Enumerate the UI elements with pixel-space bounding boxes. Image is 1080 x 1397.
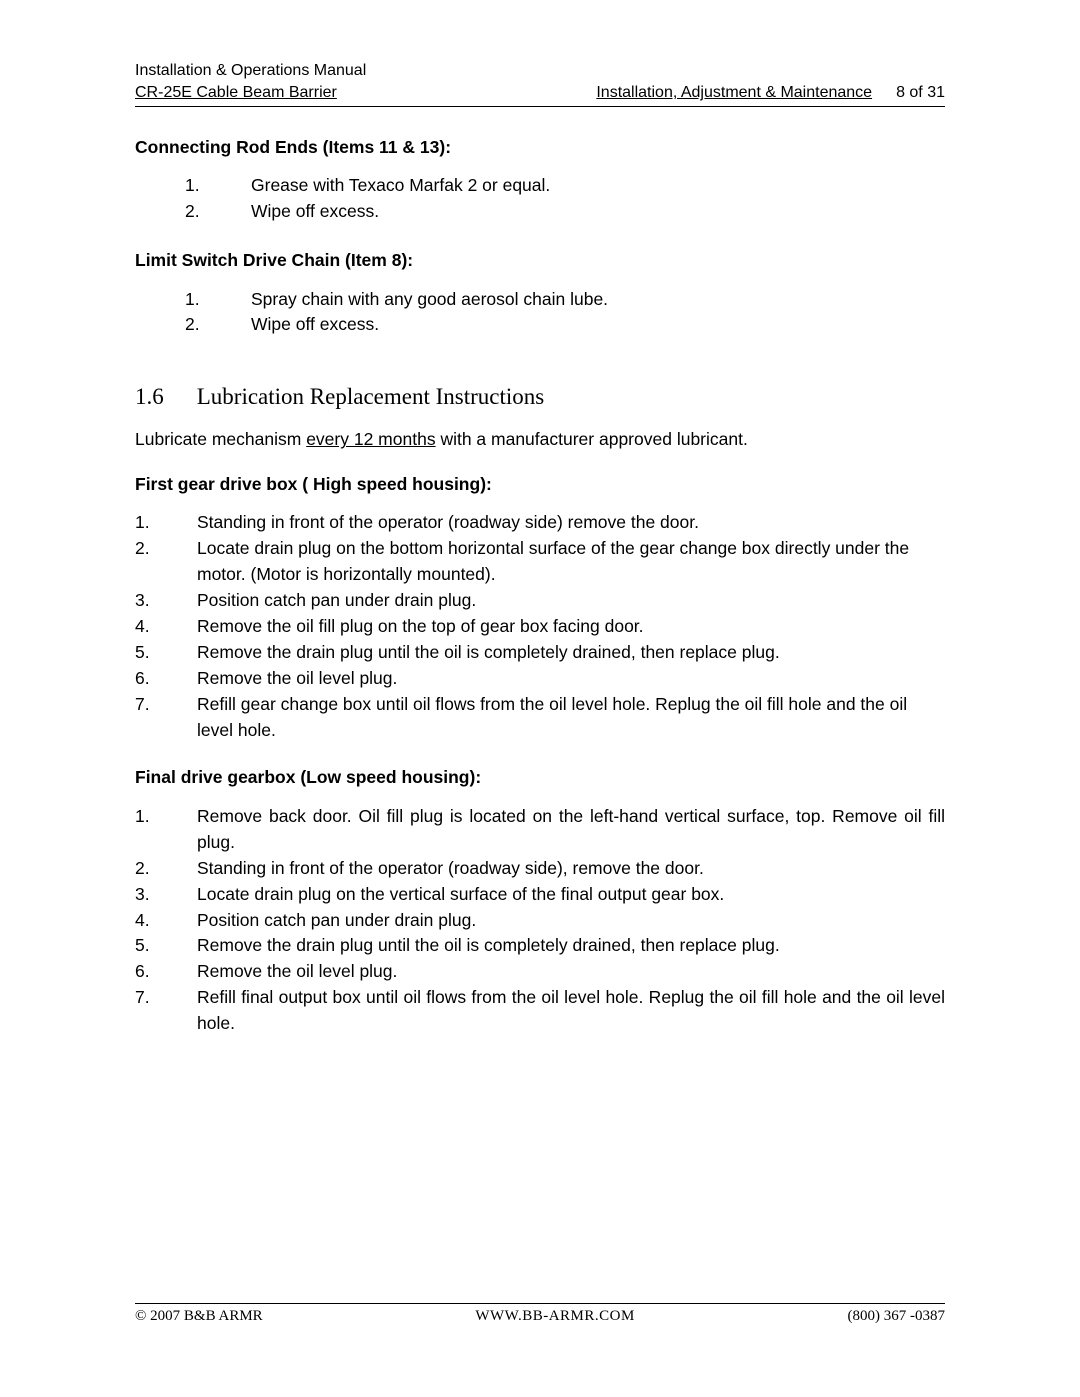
list-text: Refill final output box until oil flows … (197, 985, 945, 1037)
list-item: 1. Standing in front of the operator (roa… (135, 510, 945, 536)
section-heading-1-6: 1.6 Lubrication Replacement Instructions (135, 381, 945, 413)
list-text: Remove the oil level plug. (197, 666, 945, 692)
list-item: 7. Refill final output box until oil flow… (135, 985, 945, 1037)
list-text: Position catch pan under drain plug. (197, 588, 945, 614)
heading-final-drive: Final drive gearbox (Low speed housing): (135, 765, 945, 790)
list-item: 2. Wipe off excess. (185, 312, 945, 337)
footer-copyright: © 2007 B&B ARMR (135, 1306, 263, 1327)
list-num: 2. (185, 199, 207, 224)
list-text: Remove the oil fill plug on the top of g… (197, 614, 945, 640)
list-num: 4. (135, 614, 157, 640)
header-line2: CR-25E Cable Beam Barrier Installation, … (135, 82, 945, 106)
list-num: 1. (185, 173, 207, 198)
list-num: 7. (135, 692, 157, 744)
footer-phone: (800) 367 -0387 (848, 1306, 946, 1327)
list-first-gear: 1. Standing in front of the operator (roa… (135, 510, 945, 743)
list-num: 6. (135, 959, 157, 985)
intro-post: with a manufacturer approved lubricant. (436, 429, 748, 449)
list-item: 7. Refill gear change box until oil flows… (135, 692, 945, 744)
list-item: 2. Standing in front of the operator (roa… (135, 856, 945, 882)
list-text: Wipe off excess. (251, 312, 379, 337)
section-title-text: Lubrication Replacement Instructions (197, 384, 544, 409)
list-text: Position catch pan under drain plug. (197, 908, 945, 934)
list-connecting-rod: 1.Grease with Texaco Marfak 2 or equal. … (185, 173, 945, 224)
list-num: 1. (135, 510, 157, 536)
list-num: 6. (135, 666, 157, 692)
page-number: 8 of 31 (896, 82, 945, 104)
list-item: 1. Remove back door. Oil fill plug is loc… (135, 804, 945, 856)
list-num: 2. (135, 536, 157, 588)
list-num: 1. (135, 804, 157, 856)
list-item: 4. Remove the oil fill plug on the top of… (135, 614, 945, 640)
list-item: 3. Position catch pan under drain plug. (135, 588, 945, 614)
doc-section: Installation, Adjustment & Maintenance (596, 82, 872, 104)
list-item: 6. Remove the oil level plug. (135, 959, 945, 985)
list-item: 2. Wipe off excess. (185, 199, 945, 224)
list-text: Standing in front of the operator (roadw… (197, 856, 945, 882)
list-item: 1. Grease with Texaco Marfak 2 or equal. (185, 173, 945, 198)
list-num: 2. (135, 856, 157, 882)
list-text: Grease with Texaco Marfak 2 or equal. (251, 173, 550, 198)
list-num: 4. (135, 908, 157, 934)
list-final-drive: 1. Remove back door. Oil fill plug is loc… (135, 804, 945, 1037)
list-text: Remove the drain plug until the oil is c… (197, 933, 945, 959)
list-item: 2. Locate drain plug on the bottom horizo… (135, 536, 945, 588)
list-num: 3. (135, 882, 157, 908)
heading-first-gear: First gear drive box ( High speed housin… (135, 472, 945, 497)
list-text: Spray chain with any good aerosol chain … (251, 287, 608, 312)
list-num: 2. (185, 312, 207, 337)
doc-model: CR-25E Cable Beam Barrier (135, 82, 337, 104)
list-item: 5. Remove the drain plug until the oil is… (135, 933, 945, 959)
list-text: Locate drain plug on the bottom horizont… (197, 536, 945, 588)
list-num: 3. (135, 588, 157, 614)
heading-limit-switch: Limit Switch Drive Chain (Item 8): (135, 248, 945, 273)
list-num: 7. (135, 985, 157, 1037)
page-footer: © 2007 B&B ARMR WWW.BB-ARMR.COM (800) 36… (135, 1303, 945, 1327)
header-line1: Installation & Operations Manual (135, 60, 945, 82)
list-text: Remove the oil level plug. (197, 959, 945, 985)
list-num: 1. (185, 287, 207, 312)
list-text: Locate drain plug on the vertical surfac… (197, 882, 945, 908)
header-right-group: Installation, Adjustment & Maintenance 8… (596, 82, 945, 104)
footer-url: WWW.BB-ARMR.COM (475, 1306, 634, 1327)
list-item: 4. Position catch pan under drain plug. (135, 908, 945, 934)
list-text: Refill gear change box until oil flows f… (197, 692, 945, 744)
section-number: 1.6 (135, 381, 191, 413)
list-item: 1. Spray chain with any good aerosol chai… (185, 287, 945, 312)
list-item: 5. Remove the drain plug until the oil is… (135, 640, 945, 666)
intro-interval: every 12 months (306, 429, 435, 449)
heading-connecting-rod: Connecting Rod Ends (Items 11 & 13): (135, 135, 945, 160)
intro-pre: Lubricate mechanism (135, 429, 306, 449)
list-text: Wipe off excess. (251, 199, 379, 224)
list-limit-switch: 1. Spray chain with any good aerosol chai… (185, 287, 945, 338)
intro-paragraph: Lubricate mechanism every 12 months with… (135, 427, 945, 452)
list-item: 6. Remove the oil level plug. (135, 666, 945, 692)
list-num: 5. (135, 933, 157, 959)
page-body: Installation & Operations Manual CR-25E … (0, 0, 1080, 1037)
list-text: Remove back door. Oil fill plug is locat… (197, 804, 945, 856)
list-text: Remove the drain plug until the oil is c… (197, 640, 945, 666)
list-item: 3. Locate drain plug on the vertical surf… (135, 882, 945, 908)
list-text: Standing in front of the operator (roadw… (197, 510, 945, 536)
list-num: 5. (135, 640, 157, 666)
